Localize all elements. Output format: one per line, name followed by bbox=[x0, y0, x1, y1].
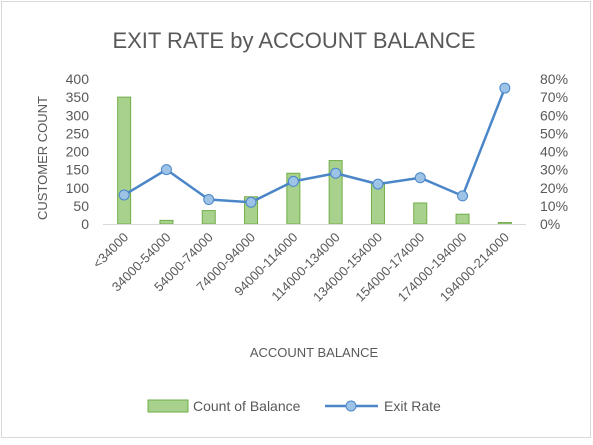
bar bbox=[497, 222, 512, 225]
y2-tick-label: 50% bbox=[540, 125, 568, 141]
exit-rate-marker bbox=[245, 196, 257, 208]
exit-rate-marker bbox=[160, 164, 172, 176]
y-tick-label: 0 bbox=[81, 216, 89, 232]
y2-tick-label: 30% bbox=[540, 162, 568, 178]
y2-tick-label: 20% bbox=[540, 180, 568, 196]
x-axis-title: ACCOUNT BALANCE bbox=[250, 345, 379, 360]
legend-label-count: Count of Balance bbox=[193, 398, 301, 414]
chart-title: EXIT RATE by ACCOUNT BALANCE bbox=[112, 28, 475, 53]
y-tick-label: 100 bbox=[66, 180, 90, 196]
y-tick-label: 150 bbox=[66, 162, 90, 178]
exit-rate-marker bbox=[457, 190, 469, 202]
y-tick-label: 350 bbox=[66, 89, 90, 105]
exit-rate-line bbox=[123, 87, 507, 204]
y2-tick-label: 40% bbox=[540, 144, 568, 160]
bar bbox=[117, 96, 132, 225]
y2-tick-label: 80% bbox=[540, 71, 568, 87]
exit-rate-marker bbox=[330, 167, 342, 179]
exit-rate-marker bbox=[372, 178, 384, 190]
y-tick-label: 200 bbox=[66, 144, 90, 160]
exit-rate-marker bbox=[287, 175, 299, 187]
y2-tick-label: 70% bbox=[540, 89, 568, 105]
y-tick-label: 400 bbox=[66, 71, 90, 87]
exit-rate-marker bbox=[203, 194, 215, 206]
y-tick-label: 250 bbox=[66, 125, 90, 141]
exit-rate-marker bbox=[499, 82, 511, 94]
y2-tick-label: 10% bbox=[540, 198, 568, 214]
y-axis-title: CUSTOMER COUNT bbox=[35, 96, 50, 220]
y2-tick-label: 0% bbox=[540, 216, 560, 232]
y-tick-label: 50 bbox=[73, 198, 89, 214]
exit-rate-marker bbox=[118, 189, 130, 201]
y2-tick-label: 60% bbox=[540, 107, 568, 123]
bar bbox=[201, 210, 216, 225]
bar bbox=[159, 219, 174, 225]
y-tick-label: 300 bbox=[66, 107, 90, 123]
exit-rate-marker bbox=[414, 172, 426, 184]
legend-swatch-count bbox=[147, 399, 189, 413]
bar bbox=[413, 202, 428, 225]
legend-label-exit-rate: Exit Rate bbox=[384, 398, 441, 414]
legend-marker-exit-rate bbox=[345, 400, 357, 412]
bar bbox=[455, 213, 470, 225]
legend: Count of Balance Exit Rate bbox=[147, 398, 441, 414]
